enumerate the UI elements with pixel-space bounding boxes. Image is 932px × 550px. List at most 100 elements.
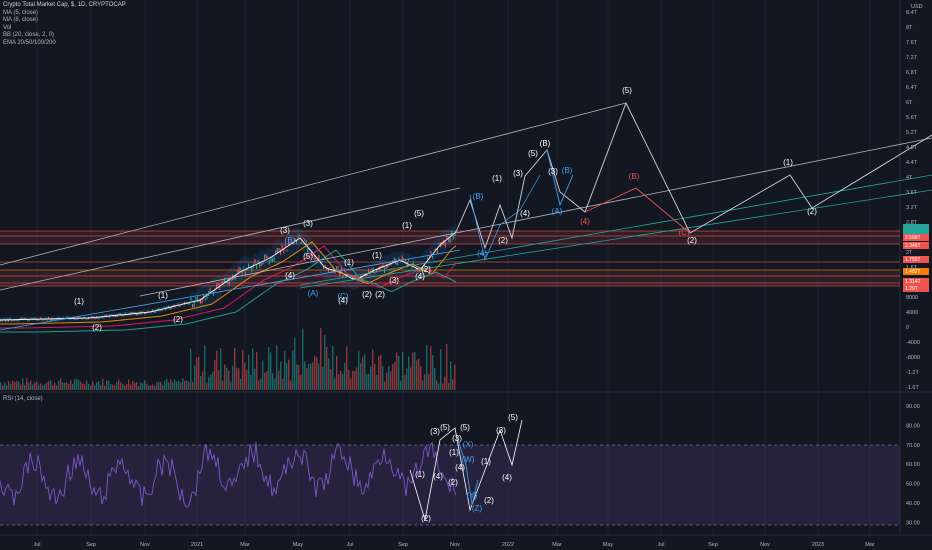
price-candle: [81, 318, 83, 320]
volume-bar: [354, 370, 356, 390]
price-candle: [352, 275, 354, 281]
price-candle: [4, 318, 6, 322]
rsi-wave-label: (5): [460, 423, 470, 432]
wave-label: (B): [562, 166, 573, 175]
wave-label: (A): [308, 289, 319, 298]
price-candle: [46, 318, 48, 321]
volume-bar: [216, 350, 218, 390]
price-candle: [403, 258, 405, 260]
volume-bar: [264, 372, 266, 390]
volume-bar: [254, 368, 256, 390]
volume-bar: [262, 360, 264, 390]
price-candle: [27, 319, 29, 322]
price-candle: [228, 279, 230, 286]
rsi-wave-label: (4): [455, 463, 465, 472]
price-candle: [339, 272, 341, 278]
volume-bar: [186, 379, 188, 390]
bollinger-bands: [0, 223, 456, 323]
volume-bar: [144, 380, 146, 390]
volume-bar: [128, 379, 130, 390]
time-tick: May: [603, 542, 614, 548]
price-candle: [121, 314, 123, 317]
volume-bar: [266, 371, 268, 390]
price-candle: [48, 316, 50, 320]
price-candle: [198, 300, 200, 303]
volume-bar: [422, 380, 424, 390]
level-badge-text: 1.314T: [905, 279, 921, 285]
indicator-bb[interactable]: BB (20, close, 2, 0): [3, 32, 55, 39]
volume-bar: [72, 383, 74, 390]
price-candle: [195, 297, 197, 300]
rsi-legend[interactable]: RSI (14, close): [3, 396, 43, 402]
rsi-wave-label: (2): [421, 514, 431, 523]
volume-bar: [82, 383, 84, 390]
price-candle: [331, 269, 333, 274]
support-zone: [0, 270, 900, 286]
volume-bar: [238, 368, 240, 390]
indicator-ma5[interactable]: MA (5, close): [3, 9, 39, 16]
price-candle: [153, 311, 155, 313]
volume-bar: [330, 369, 332, 390]
volume-bar: [92, 381, 94, 390]
time-axis[interactable]: Jul Sep Nov 2021 Mar May Jul Sep Nov 2022 Mar May Ju…: [33, 542, 874, 548]
price-candle: [270, 257, 272, 262]
price-candle: [366, 274, 368, 276]
price-candle: [206, 296, 208, 300]
volume-bar: [64, 382, 66, 390]
price-candle: [315, 257, 317, 260]
volume-bar: [132, 381, 134, 390]
level-badge: [903, 268, 929, 275]
volume-bar: [180, 382, 182, 390]
price-candle: [36, 319, 38, 321]
volume-bar: [30, 380, 32, 390]
rsi-wave-label: (Y): [467, 491, 478, 500]
trend-drawings[interactable]: [0, 101, 932, 331]
volume-bar: [436, 380, 438, 390]
rsi-wave-label: (2): [484, 496, 494, 505]
time-tick: Mar: [240, 542, 250, 548]
volume-bar: [38, 384, 40, 390]
rsi-axis[interactable]: 90.00 80.00 70.00 60.00 50.00 40.00 30.00: [906, 404, 920, 526]
volume-bar: [392, 364, 394, 390]
volume-bar: [316, 357, 318, 390]
wave-label: (4): [415, 272, 425, 281]
price-candle: [276, 248, 278, 253]
price-tick: 8000: [906, 295, 918, 301]
chart-legend[interactable]: Crypto Total Market Cap, $, 1D, CRYPTOCA…: [3, 2, 126, 48]
indicator-vol[interactable]: Vol: [3, 24, 12, 31]
wave-label: (3): [389, 276, 399, 285]
wave-label: (C): [337, 292, 348, 301]
price-tick: 6.8T: [906, 70, 918, 76]
indicator-ema[interactable]: EMA 20/50/100/200: [3, 39, 56, 46]
rsi-wave-label: (4): [502, 473, 512, 482]
price-candle: [126, 314, 128, 316]
price-candle: [264, 254, 266, 260]
price-candle: [328, 267, 330, 273]
price-candle: [302, 237, 304, 239]
price-candle: [78, 315, 80, 319]
price-candle: [452, 235, 454, 240]
price-candle: [222, 280, 224, 284]
volume-bar: [324, 335, 326, 390]
volume-bar: [108, 380, 110, 390]
price-tick: 8T: [906, 25, 913, 31]
price-tick: 7.6T: [906, 40, 918, 46]
wave-label: (B): [473, 192, 484, 201]
volume-bar: [86, 380, 88, 390]
volume-bar: [152, 384, 154, 390]
volume-bar: [442, 383, 444, 390]
price-candle: [20, 317, 22, 320]
volume-bar: [440, 349, 442, 390]
price-candle: [275, 249, 277, 255]
wave-label: (1): [74, 297, 84, 306]
price-candle: [142, 311, 144, 313]
symbol-title[interactable]: Crypto Total Market Cap, $, 1D, CRYPTOCA…: [3, 2, 126, 8]
price-candle: [169, 306, 171, 310]
volume-bar: [184, 380, 186, 390]
price-candle: [150, 311, 152, 313]
indicator-ma8[interactable]: MA (8, close): [3, 17, 39, 24]
price-tick: -1.2T: [906, 370, 919, 376]
rsi-tick: 50.00: [906, 482, 920, 488]
